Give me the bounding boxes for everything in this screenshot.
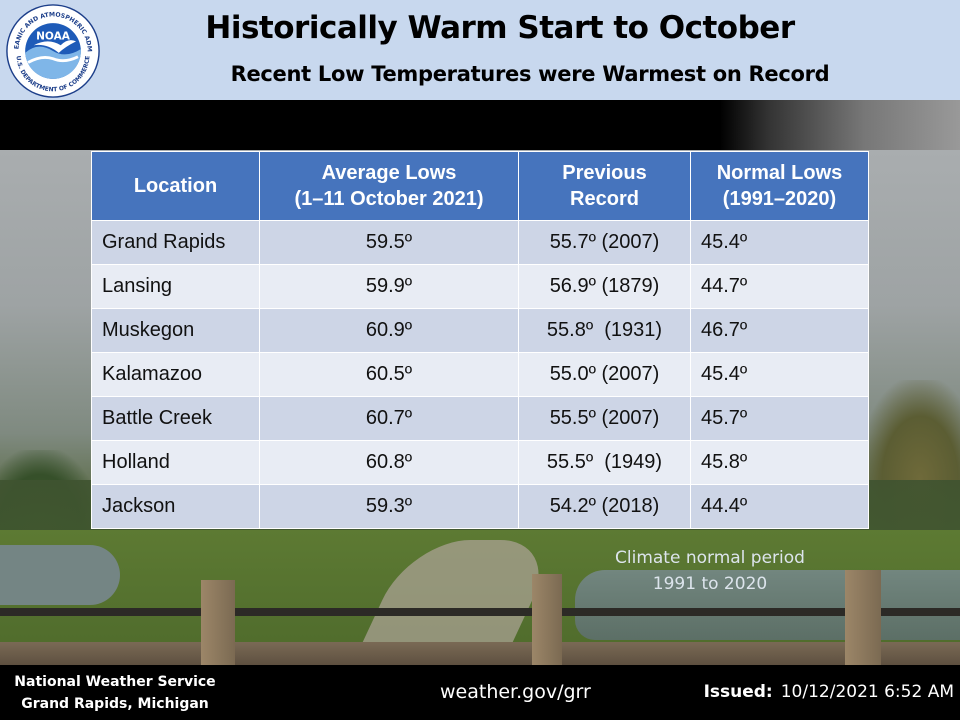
average-low-cell: 60.7º xyxy=(259,396,519,441)
location-cell: Kalamazoo xyxy=(91,352,260,397)
pond-right xyxy=(575,570,960,640)
dark-banner-strip xyxy=(0,100,960,150)
climate-note-line-1: Climate normal period xyxy=(615,548,805,568)
header-band: NATIONAL OCEANIC AND ATMOSPHERIC ADMINIS… xyxy=(0,0,960,100)
issued-timestamp: Issued: 10/12/2021 6:52 AM xyxy=(704,682,954,702)
normal-low-cell: 45.4º xyxy=(690,220,869,265)
table-row: Jackson 59.3º 54.2º (2018) 44.4º xyxy=(91,484,869,529)
average-low-cell: 59.3º xyxy=(259,484,519,529)
average-low-cell: 60.5º xyxy=(259,352,519,397)
normal-low-cell: 45.8º xyxy=(690,440,869,485)
previous-record-cell: 55.8º (1931) xyxy=(518,308,691,353)
header-line: Record xyxy=(570,188,639,210)
header-line: (1991–2020) xyxy=(722,188,837,210)
previous-record-cell: 56.9º (1879) xyxy=(518,264,691,309)
fence-rail xyxy=(0,608,960,616)
footer-bar: National Weather Service Grand Rapids, M… xyxy=(0,665,960,720)
fence-post xyxy=(532,574,562,665)
header-line: Location xyxy=(133,175,218,197)
location-cell: Muskegon xyxy=(91,308,260,353)
average-low-cell: 60.8º xyxy=(259,440,519,485)
issued-value: 10/12/2021 6:52 AM xyxy=(780,682,954,702)
fence-post xyxy=(845,570,881,665)
climate-note-line-2: 1991 to 2020 xyxy=(652,574,768,594)
normal-low-cell: 44.7º xyxy=(690,264,869,309)
table-row: Battle Creek 60.7º 55.5º (2007) 45.7º xyxy=(91,396,869,441)
previous-record-cell: 55.0º (2007) xyxy=(518,352,691,397)
pond-left xyxy=(0,545,120,605)
average-low-cell: 59.9º xyxy=(259,264,519,309)
website-link[interactable]: weather.gov/grr xyxy=(440,681,591,703)
normal-low-cell: 46.7º xyxy=(690,308,869,353)
previous-record-cell: 55.7º (2007) xyxy=(518,220,691,265)
office-location: Grand Rapids, Michigan xyxy=(21,696,209,712)
header-line: Average Lows xyxy=(321,162,457,184)
normal-low-cell: 45.4º xyxy=(690,352,869,397)
fence-post xyxy=(201,580,235,665)
column-header-previous-record: Previous Record xyxy=(518,151,691,221)
normal-low-cell: 44.4º xyxy=(690,484,869,529)
header-line: Normal Lows xyxy=(716,162,843,184)
location-cell: Battle Creek xyxy=(91,396,260,441)
table-row: Lansing 59.9º 56.9º (1879) 44.7º xyxy=(91,264,869,309)
previous-record-cell: 55.5º (1949) xyxy=(518,440,691,485)
table-header-row: Location Average Lows (1–11 October 2021… xyxy=(91,151,869,221)
noaa-logo: NATIONAL OCEANIC AND ATMOSPHERIC ADMINIS… xyxy=(5,3,100,98)
issued-label: Issued: xyxy=(703,682,773,702)
temperature-records-table: Location Average Lows (1–11 October 2021… xyxy=(91,151,869,529)
office-name: National Weather Service xyxy=(14,674,216,690)
table-row: Muskegon 60.9º 55.8º (1931) 46.7º xyxy=(91,308,869,353)
location-cell: Jackson xyxy=(91,484,260,529)
location-cell: Holland xyxy=(91,440,260,485)
climate-normal-note: Climate normal period 1991 to 2020 xyxy=(590,545,830,597)
average-low-cell: 59.5º xyxy=(259,220,519,265)
table-row: Grand Rapids 59.5º 55.7º (2007) 45.4º xyxy=(91,220,869,265)
page-subtitle: Recent Low Temperatures were Warmest on … xyxy=(230,62,830,86)
table-row: Kalamazoo 60.5º 55.0º (2007) 45.4º xyxy=(91,352,869,397)
column-header-location: Location xyxy=(91,151,260,221)
page-title: Historically Warm Start to October xyxy=(205,10,795,46)
table-row: Holland 60.8º 55.5º (1949) 45.8º xyxy=(91,440,869,485)
column-header-normal-lows: Normal Lows (1991–2020) xyxy=(690,151,869,221)
header-line: (1–11 October 2021) xyxy=(294,188,484,210)
location-cell: Grand Rapids xyxy=(91,220,260,265)
bridge-deck xyxy=(0,642,960,665)
previous-record-cell: 55.5º (2007) xyxy=(518,396,691,441)
location-cell: Lansing xyxy=(91,264,260,309)
normal-low-cell: 45.7º xyxy=(690,396,869,441)
previous-record-cell: 54.2º (2018) xyxy=(518,484,691,529)
column-header-average-lows: Average Lows (1–11 October 2021) xyxy=(259,151,519,221)
logo-text: NOAA xyxy=(36,30,71,42)
average-low-cell: 60.9º xyxy=(259,308,519,353)
header-line: Previous xyxy=(562,162,647,184)
